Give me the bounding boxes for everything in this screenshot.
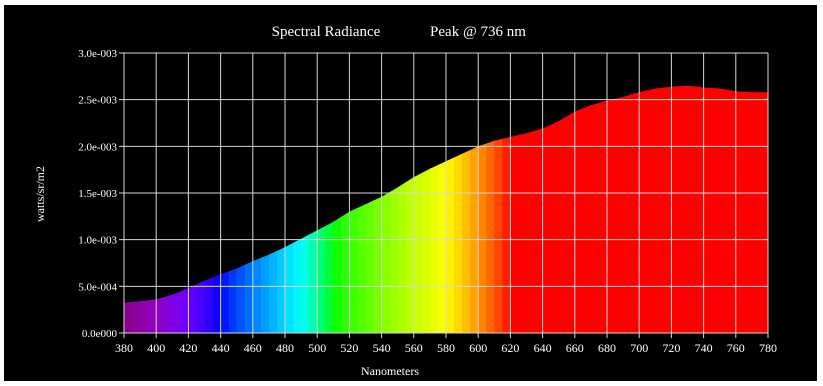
spectrum-band: [429, 85, 439, 333]
x-tick-label: 680: [598, 341, 616, 355]
spectrum-band: [373, 85, 383, 333]
spectrum-band: [437, 85, 447, 333]
spectrum-band: [494, 85, 503, 333]
spectrum-band: [631, 85, 640, 333]
y-axis-label: watts/sr/m2: [33, 166, 47, 222]
spectrum-band: [381, 85, 391, 333]
x-tick-label: 780: [759, 341, 777, 355]
x-tick-label: 640: [534, 341, 552, 355]
spectrum-band: [566, 85, 576, 333]
spectrum-band: [679, 85, 689, 333]
spectrum-band: [719, 85, 729, 333]
chart-subtitle: Peak @ 736 nm: [430, 24, 526, 40]
x-tick-label: 460: [244, 341, 262, 355]
spectrum-band: [695, 85, 705, 333]
spectrum-band: [446, 85, 455, 333]
spectrum-band: [615, 85, 624, 333]
spectrum-band: [671, 85, 681, 333]
chart-frame: 380 400 420 440 460 480 500 520 540 560 580 600 620 6…: [4, 5, 817, 381]
spectrum-band: [389, 85, 399, 333]
spectrum-band: [405, 85, 415, 333]
spectrum-band: [751, 85, 761, 333]
x-tick-label: 700: [630, 341, 648, 355]
spectrum-band: [687, 85, 697, 333]
spectrum-band: [711, 85, 721, 333]
spectrum-band: [703, 85, 713, 333]
spectrum-band: [727, 85, 737, 333]
x-tick-label: 400: [147, 341, 165, 355]
x-tick-label: 760: [727, 341, 745, 355]
grid-lines: [123, 52, 769, 334]
x-tick-label: 520: [340, 341, 358, 355]
spectrum-band: [454, 85, 463, 333]
spectrum-band: [542, 85, 552, 333]
spectrum-band: [510, 85, 520, 333]
x-tick-label: 620: [501, 341, 519, 355]
spectrum-band: [639, 85, 648, 333]
spectrum-band: [534, 85, 544, 333]
spectrum-band: [590, 85, 600, 333]
spectrum-band: [413, 85, 423, 333]
spectrum-band: [598, 85, 608, 333]
spectrum-band: [478, 85, 487, 333]
spectrum-band: [486, 85, 495, 333]
spectrum-band: [574, 85, 584, 333]
spectrum-band: [470, 85, 479, 333]
y-tick-label: 2.5e-003: [78, 95, 117, 107]
spectrum-band: [550, 85, 560, 333]
y-tick-label: 3.0e-003: [78, 48, 117, 60]
x-tick-label: 600: [469, 341, 487, 355]
spectrum-band: [735, 85, 745, 333]
spectrum-band: [462, 85, 471, 333]
spectrum-band: [365, 85, 375, 333]
spectrum-band: [663, 85, 672, 333]
x-tick-label: 480: [276, 341, 294, 355]
y-tick-labels: 0.0e000 5.0e-004 1.0e-003 1.5e-003 2.0e-003 2…: [78, 48, 117, 340]
y-tick-label: 2.0e-003: [78, 141, 117, 153]
x-tick-label: 740: [695, 341, 713, 355]
spectrum-band: [743, 85, 753, 333]
spectrum-band: [421, 85, 431, 333]
x-tick-label: 440: [212, 341, 230, 355]
spectrum-band: [526, 85, 536, 333]
x-tick-label: 580: [437, 341, 455, 355]
spectrum-band: [647, 85, 656, 333]
y-tick-label: 1.0e-003: [78, 235, 117, 247]
x-tick-label: 380: [115, 341, 133, 355]
spectrum-band: [357, 85, 367, 333]
tick-marks: [119, 52, 769, 338]
x-tick-label: 500: [308, 341, 326, 355]
spectrum-band: [623, 85, 632, 333]
x-tick-labels: 380 400 420 440 460 480 500 520 540 560 580 600 620 6…: [115, 341, 777, 355]
x-tick-label: 560: [405, 341, 423, 355]
x-axis-label: Nanometers: [361, 364, 419, 378]
chart-title: Spectral Radiance: [272, 24, 381, 40]
spectrum-band: [582, 85, 592, 333]
spectrum-band: [397, 85, 407, 333]
x-tick-label: 420: [179, 341, 197, 355]
y-tick-label: 0.0e000: [82, 328, 118, 340]
y-tick-label: 5.0e-004: [78, 281, 117, 293]
spectrum-band: [607, 85, 616, 333]
chart-svg: 380 400 420 440 460 480 500 520 540 560 580 600 620 6…: [33, 24, 777, 378]
spectrum-band: [558, 85, 568, 333]
x-tick-label: 720: [662, 341, 680, 355]
y-tick-label: 1.5e-003: [78, 188, 117, 200]
x-tick-label: 540: [373, 341, 391, 355]
spectrum-band: [518, 85, 528, 333]
spectrum-band: [502, 85, 511, 333]
spectrum-band: [655, 85, 664, 333]
spectrum-band: [759, 85, 768, 333]
x-tick-label: 660: [566, 341, 584, 355]
